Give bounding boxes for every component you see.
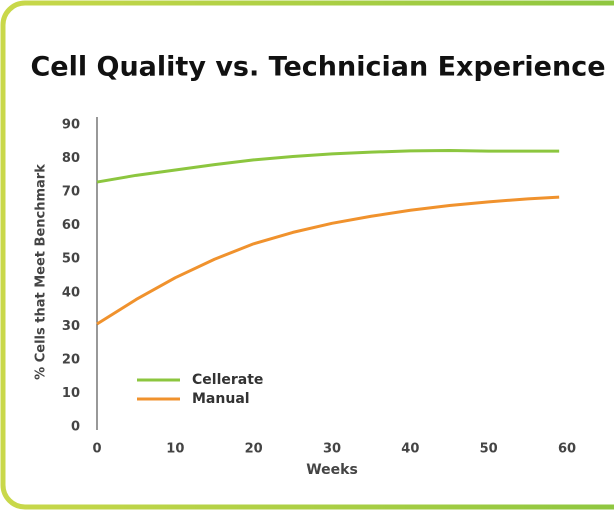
legend-label: Cellerate: [192, 372, 263, 388]
y-tick-label: 70: [62, 185, 80, 200]
y-tick-label: 20: [62, 352, 80, 367]
x-tick-label: 60: [558, 442, 576, 457]
x-tick-label: 0: [92, 442, 101, 457]
x-tick-label: 40: [401, 442, 419, 457]
data-line: [96, 195, 560, 326]
x-axis-label: Weeks: [306, 462, 358, 478]
y-tick-label: 30: [62, 319, 80, 334]
x-tick-label: 10: [166, 442, 184, 457]
y-tick-label: 40: [62, 285, 80, 300]
x-tick-label: 20: [245, 442, 263, 457]
x-tick-label: 50: [480, 442, 498, 457]
x-tick-label: 30: [323, 442, 341, 457]
y-tick-label: 10: [62, 386, 80, 401]
legend-label: Manual: [192, 391, 250, 407]
data-line: [96, 149, 560, 184]
y-tick-label: 90: [62, 118, 80, 133]
chart-title: Cell Quality vs. Technician Experience: [30, 52, 605, 83]
y-tick-label: 60: [62, 218, 80, 233]
y-axis-label: % Cells that Meet Benchmark: [34, 164, 49, 380]
y-tick-label: 50: [62, 252, 80, 267]
y-tick-label: 0: [71, 420, 80, 435]
y-tick-label: 80: [62, 151, 80, 166]
